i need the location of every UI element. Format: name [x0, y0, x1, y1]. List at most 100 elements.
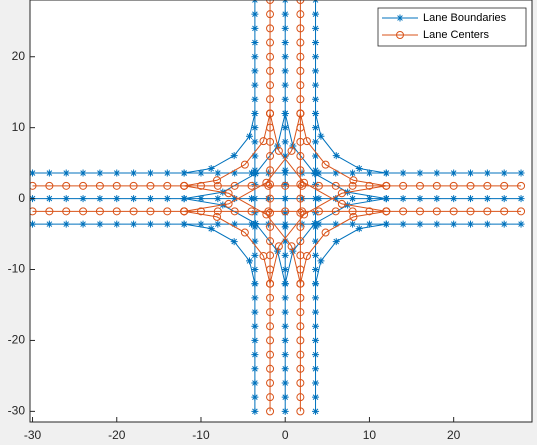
asterisk-marker: [251, 195, 259, 203]
circle-marker: [281, 207, 290, 216]
circle-marker: [296, 336, 305, 345]
asterisk-marker: [251, 251, 259, 259]
asterisk-marker: [517, 195, 525, 203]
asterisk-marker: [281, 67, 289, 75]
asterisk-marker: [450, 220, 458, 228]
circle-marker: [296, 123, 305, 132]
asterisk-marker: [312, 152, 320, 160]
asterisk-marker: [281, 322, 289, 330]
circle-marker: [266, 279, 275, 288]
circle-marker: [30, 181, 37, 190]
asterisk-marker: [281, 251, 289, 259]
asterisk-marker: [311, 170, 319, 178]
legend-box: [377, 7, 527, 47]
asterisk-marker: [483, 195, 491, 203]
circle-marker: [266, 152, 275, 161]
circle-marker: [296, 166, 305, 175]
asterisk-marker: [248, 220, 256, 228]
asterisk-marker: [500, 195, 508, 203]
asterisk-marker: [281, 365, 289, 373]
circle-marker: [266, 166, 275, 175]
asterisk-marker: [399, 195, 407, 203]
circle-marker: [266, 222, 275, 231]
legend-label: Lane Centers: [423, 29, 490, 41]
asterisk-marker: [312, 280, 320, 288]
circle-marker: [415, 207, 424, 216]
circle-marker: [296, 208, 305, 217]
asterisk-marker: [96, 169, 104, 177]
asterisk-marker: [312, 393, 320, 401]
asterisk-marker: [365, 195, 373, 203]
asterisk-marker: [317, 132, 325, 140]
circle-marker: [45, 207, 54, 216]
asterisk-marker: [251, 407, 259, 415]
asterisk-marker: [281, 39, 289, 47]
circle-marker: [266, 322, 275, 331]
asterisk-marker: [146, 169, 154, 177]
asterisk-marker: [30, 169, 37, 177]
asterisk-marker: [214, 169, 222, 177]
asterisk-marker: [312, 322, 320, 330]
circle-marker: [266, 81, 275, 90]
asterisk-marker: [349, 169, 357, 177]
circle-marker: [382, 181, 391, 190]
circle-marker: [259, 137, 268, 146]
circle-marker: [62, 181, 71, 190]
asterisk-marker: [517, 169, 525, 177]
circle-marker: [266, 109, 275, 118]
asterisk-marker: [467, 195, 475, 203]
circle-marker: [287, 146, 296, 155]
asterisk-marker: [312, 223, 320, 231]
asterisk-marker: [483, 169, 491, 177]
asterisk-marker: [312, 39, 320, 47]
asterisk-marker: [281, 166, 289, 174]
asterisk-marker: [312, 138, 320, 146]
circle-marker: [302, 137, 311, 146]
circle-marker: [287, 242, 296, 251]
asterisk-marker: [281, 407, 289, 415]
circle-marker: [262, 178, 271, 187]
asterisk-marker: [312, 195, 320, 203]
asterisk-marker: [450, 169, 458, 177]
circle-marker: [129, 207, 138, 216]
asterisk-marker: [298, 195, 306, 203]
asterisk-marker: [251, 365, 259, 373]
asterisk-marker: [281, 393, 289, 401]
circle-marker: [399, 207, 408, 216]
asterisk-marker: [251, 223, 259, 231]
circle-marker: [300, 178, 309, 187]
asterisk-marker: [230, 238, 238, 246]
circle-marker: [415, 181, 424, 190]
asterisk-marker: [312, 251, 320, 259]
circle-marker: [163, 207, 172, 216]
asterisk-marker: [231, 169, 239, 177]
circle-marker: [274, 242, 283, 251]
asterisk-marker: [517, 220, 525, 228]
asterisk-marker: [433, 195, 441, 203]
asterisk-marker: [281, 24, 289, 32]
circle-marker: [196, 207, 205, 216]
circle-marker: [296, 322, 305, 331]
circle-marker: [266, 350, 275, 359]
asterisk-marker: [251, 351, 259, 359]
circle-marker: [259, 252, 268, 261]
circle-marker: [274, 146, 283, 155]
circle-marker: [62, 207, 71, 216]
asterisk-marker: [251, 10, 259, 18]
circle-marker: [262, 210, 271, 219]
asterisk-marker: [349, 220, 357, 228]
circle-marker: [296, 378, 305, 387]
asterisk-marker: [163, 195, 171, 203]
asterisk-marker: [312, 294, 320, 302]
asterisk-marker: [467, 169, 475, 177]
asterisk-marker: [467, 220, 475, 228]
circle-marker: [296, 407, 305, 416]
circle-marker: [365, 207, 374, 216]
asterisk-marker: [281, 195, 289, 203]
circle-marker: [296, 180, 305, 189]
asterisk-marker: [450, 195, 458, 203]
asterisk-marker: [312, 266, 320, 274]
asterisk-marker: [45, 195, 53, 203]
circle-marker: [449, 207, 458, 216]
circle-marker: [112, 181, 121, 190]
